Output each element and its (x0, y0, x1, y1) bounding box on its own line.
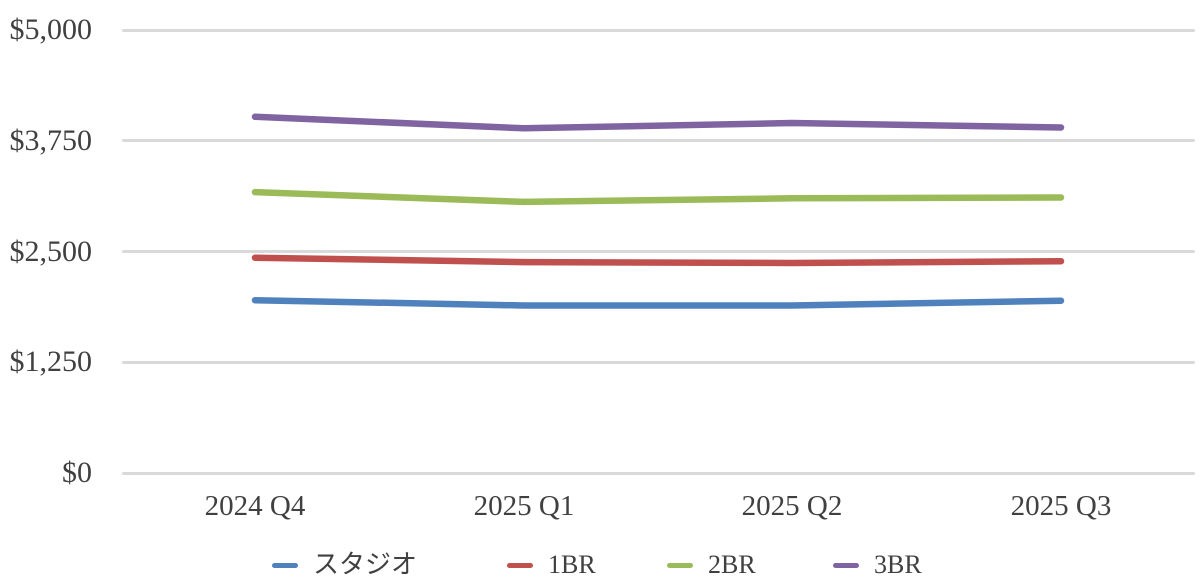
y-tick-label: $0 (62, 456, 92, 489)
y-tick-label: $1,250 (9, 345, 93, 379)
x-tick-label: 2025 Q2 (741, 490, 843, 522)
x-tick-label: 2025 Q1 (473, 490, 575, 522)
gridline (122, 28, 1195, 32)
gridline (122, 360, 1195, 364)
gridline (122, 250, 1195, 253)
series-line-3 (251, 113, 1065, 132)
x-tick-label: 2025 Q3 (1010, 490, 1112, 522)
y-tick-label: $5,000 (9, 13, 93, 46)
series-line-2 (251, 188, 1065, 206)
y-tick-label: $3,750 (9, 123, 93, 157)
gridline (122, 471, 1195, 475)
series-line-0 (251, 296, 1065, 309)
x-tick-label: 2024 Q4 (204, 490, 306, 522)
series-line-1 (251, 254, 1065, 267)
gridline (122, 139, 1195, 143)
y-tick-label: $2,500 (9, 234, 93, 268)
